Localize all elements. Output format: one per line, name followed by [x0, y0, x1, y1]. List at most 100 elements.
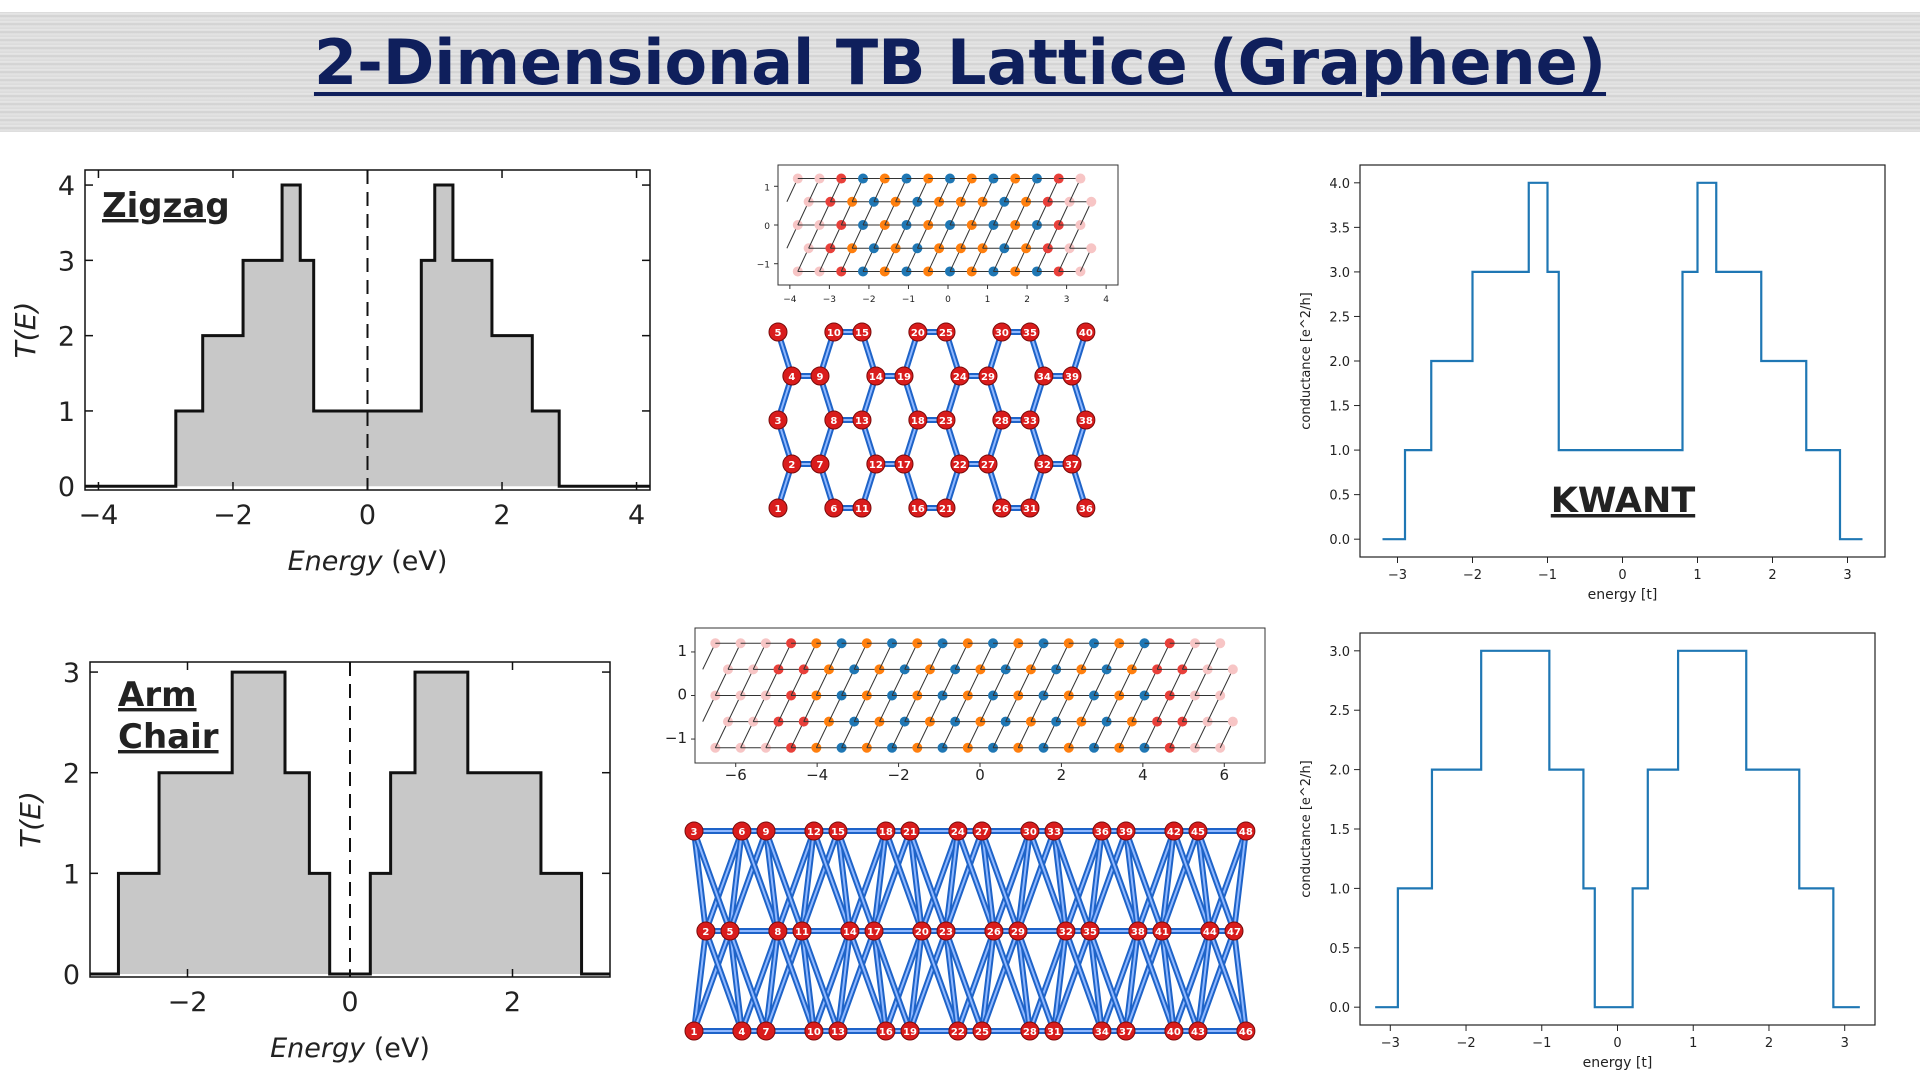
lattice-bond-highlight [1125, 830, 1139, 932]
lattice-atom [768, 921, 788, 941]
armchair-system-plot: −6 −4 −2 0 2 4 6 −1 0 1 [665, 627, 1266, 784]
y-axis-label: T(E) [9, 302, 42, 359]
system-site [710, 690, 721, 701]
y-tick-label: 3.0 [1329, 645, 1350, 660]
atom-number: 38 [1131, 927, 1145, 938]
lattice-atom [1200, 921, 1220, 941]
lattice-atom [1080, 921, 1100, 941]
lattice-bond-highlight [1161, 930, 1175, 1032]
atom-number: 40 [1079, 328, 1093, 339]
y-tick-label: 0.0 [1329, 533, 1350, 548]
system-site [924, 716, 935, 727]
lattice-bond-highlight [1089, 830, 1103, 932]
lattice-bond-highlight [945, 930, 983, 1032]
atom-number: 18 [879, 827, 893, 838]
atom-number: 45 [1191, 827, 1205, 838]
lattice-atom [1092, 1021, 1112, 1041]
x-axis-label: Energy (eV) [288, 546, 448, 577]
atom-number: 23 [939, 416, 953, 427]
lattice-atom [852, 410, 872, 430]
system-site [887, 690, 898, 701]
lattice-bond-highlight [1100, 830, 1139, 932]
y-tick-label: 4 [58, 171, 75, 202]
kwant-annotation: KWANT [1551, 481, 1696, 521]
system-site [1215, 638, 1226, 649]
kwant-armchair-conductance-chart: −3 −2 −1 0 1 2 3 0.0 0.5 1.0 1.5 2.0 2.5 3.0 energy [t… [1299, 632, 1876, 1071]
lattice-atom [1056, 921, 1076, 941]
atom-number: 33 [1023, 416, 1037, 427]
lattice-atom [1020, 1021, 1040, 1041]
system-site [1202, 664, 1213, 675]
y-tick-label: 2 [63, 759, 80, 790]
y-tick-label: 0 [677, 686, 687, 704]
system-site [1202, 716, 1213, 727]
lattice-bond-highlight [956, 830, 995, 932]
lattice-bond-highlight [981, 830, 1019, 932]
atom-number: 25 [975, 1027, 989, 1038]
x-tick-label: 0 [359, 500, 376, 531]
y-tick-label: 4.0 [1329, 177, 1350, 192]
atom-number: 37 [1065, 460, 1079, 471]
atom-number: 24 [951, 827, 965, 838]
lattice-bond-highlight [884, 830, 923, 932]
lattice-bond-highlight [956, 930, 995, 1032]
zigzag-system-plot: −4 −3 −2 −1 0 1 2 3 4 −1 0 1 [757, 164, 1119, 305]
lattice-atom [936, 921, 956, 941]
lattice-atoms: 1234567891011121314151617181920212223242… [768, 322, 1096, 518]
atom-number: 21 [939, 504, 953, 515]
x-tick-label: 2 [1057, 766, 1067, 784]
system-site [1164, 690, 1175, 701]
lattice-bond-highlight [945, 830, 959, 932]
lattice-bond-highlight [693, 830, 707, 932]
lattice-bond-highlight [1161, 830, 1175, 932]
atom-number: 19 [903, 1027, 917, 1038]
lattice-bond-highlight [981, 830, 995, 932]
lattice-bond-highlight [740, 830, 779, 932]
lattice-bond-highlight [1233, 830, 1247, 932]
system-site [861, 638, 872, 649]
lattice-atom [866, 454, 886, 474]
atom-number: 32 [1059, 927, 1073, 938]
lattice-atom [782, 366, 802, 386]
lattice-atom [978, 454, 998, 474]
lattice-atom [936, 322, 956, 342]
lattice-atom [1076, 322, 1096, 342]
atom-number: 26 [987, 927, 1001, 938]
x-tick-label: 1 [1689, 1036, 1697, 1051]
x-axis-label: Energy (eV) [270, 1033, 430, 1064]
lattice-atom [768, 498, 788, 518]
lattice-bond-highlight [1161, 830, 1199, 932]
lattice-atom [828, 821, 848, 841]
system-site [1025, 664, 1036, 675]
lattice-bond-highlight [848, 930, 887, 1032]
x-tick-label: 2 [493, 500, 510, 531]
lattice-atom [804, 821, 824, 841]
lattice-bond-highlight [693, 930, 731, 1032]
lattice-atom [894, 366, 914, 386]
zigzag-transmission-chart: −4 −2 0 2 4 0 1 2 3 4 Energy (eV) T(E) Zigzag [9, 169, 651, 577]
lattice-bond-highlight [1197, 830, 1211, 932]
lattice-bond-highlight [1197, 830, 1235, 932]
x-tick-label: 4 [1103, 295, 1109, 305]
lattice-atom [1236, 821, 1256, 841]
system-site [1075, 173, 1086, 184]
lattice-bond-highlight [909, 830, 923, 932]
lattice-atom [824, 410, 844, 430]
atom-number: 11 [795, 927, 809, 938]
lattice-bond-highlight [729, 830, 743, 932]
system-site [803, 196, 814, 207]
lattice-bond-highlight [1208, 930, 1247, 1032]
y-tick-label: −1 [665, 729, 687, 747]
system-site [814, 173, 825, 184]
lattice-bond-highlight [1100, 930, 1139, 1032]
atom-number: 25 [939, 328, 953, 339]
lattice-bond-highlight [909, 830, 947, 932]
lattice-bond-highlight [1028, 930, 1067, 1032]
lattice-atom [1128, 921, 1148, 941]
system-site [868, 196, 879, 207]
atom-number: 16 [879, 1027, 893, 1038]
atom-number: 4 [788, 372, 795, 383]
kwant-zigzag-conductance-chart: −3 −2 −1 0 1 2 3 0.0 0.5 1.0 1.5 2.0 2.5 3.0 3.5 4.0 ene… [1299, 164, 1886, 603]
lattice-bond-highlight [1125, 930, 1163, 1032]
lattice-bond-highlight [909, 930, 947, 1032]
